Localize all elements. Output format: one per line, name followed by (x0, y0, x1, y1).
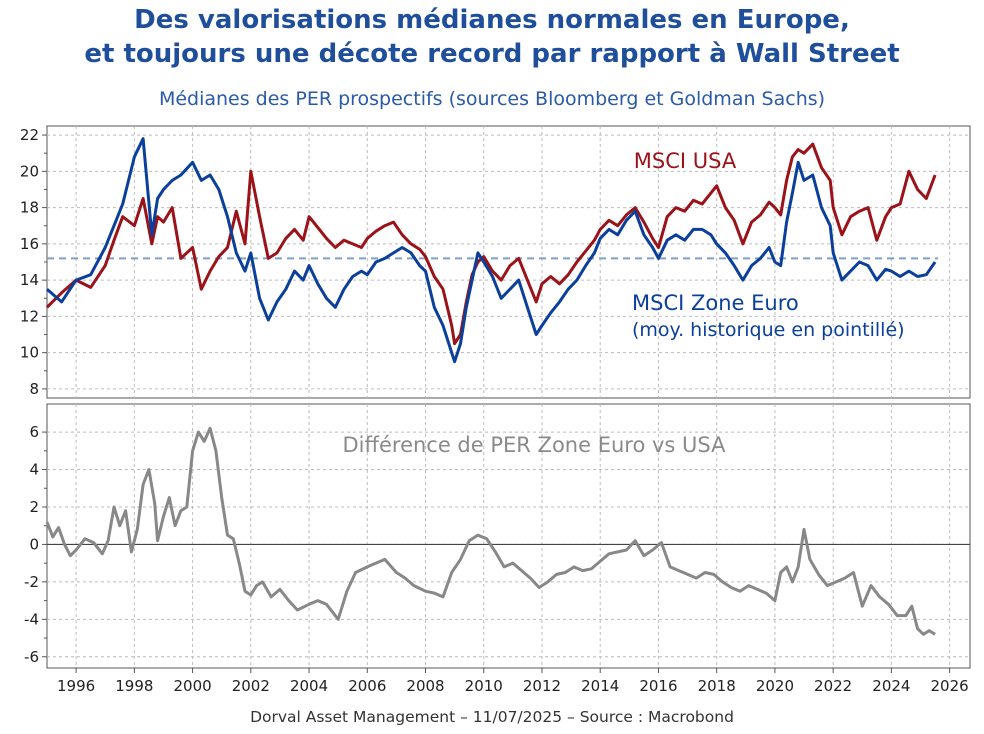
footer-source: Dorval Asset Management – 11/07/2025 – S… (250, 708, 734, 726)
top-panel: 8 10 12 14 16 18 20 22 MSCI USA MSCI Zone Euro (mo… (20, 125, 971, 399)
x-axis: 1996 1998 2000 2002 2004 2006 2008 2010 2012 2014… (57, 668, 969, 695)
top-ytick-label: 18 (20, 199, 39, 217)
top-ytick-label: 16 (20, 235, 39, 253)
difference-series-label: Différence de PER Zone Euro vs USA (343, 433, 727, 457)
xtick-label: 2026 (931, 677, 969, 695)
xtick-label: 1998 (115, 677, 153, 695)
bottom-panel: -6 -4 -2 0 2 4 6 Différence de PER Zone Euro vs… (24, 403, 971, 669)
xtick-label: 2006 (348, 677, 386, 695)
top-ytick-label: 20 (20, 162, 39, 180)
xtick-label: 2024 (872, 677, 910, 695)
chart-subtitle: Médianes des PER prospectifs (sources Bl… (158, 88, 826, 110)
top-ytick-label: 14 (20, 271, 39, 289)
usa-series-line (45, 142, 937, 346)
bottom-plot-frame (46, 403, 971, 669)
xtick-label: 2010 (465, 677, 503, 695)
difference-series-line (45, 426, 936, 636)
xtick-label: 2020 (756, 677, 794, 695)
xtick-label: 2014 (581, 677, 619, 695)
euro-series-line (46, 137, 937, 364)
top-ytick-label: 12 (20, 307, 39, 325)
euro-series-label: MSCI Zone Euro (632, 291, 799, 315)
xtick-label: 2022 (814, 677, 852, 695)
bottom-ytick-label: 0 (29, 535, 39, 553)
euro-average-note: (moy. historique en pointillé) (632, 319, 905, 341)
bottom-ytick-label: -2 (24, 573, 39, 591)
xtick-label: 2008 (406, 677, 444, 695)
xtick-label: 2012 (523, 677, 561, 695)
top-ytick-label: 8 (29, 380, 39, 398)
xtick-label: 1996 (57, 677, 95, 695)
top-plot-frame (46, 125, 971, 399)
chart-title-line-1: Des valorisations médianes normales en E… (134, 5, 850, 35)
top-ytick-label: 22 (20, 126, 39, 144)
bottom-ytick-label: 4 (29, 461, 39, 479)
bottom-ytick-label: -4 (24, 610, 39, 628)
xtick-label: 2018 (698, 677, 736, 695)
xtick-label: 2016 (639, 677, 677, 695)
usa-series-label: MSCI USA (634, 149, 737, 173)
top-ytick-label: 10 (20, 344, 39, 362)
bottom-ytick-label: 6 (29, 423, 39, 441)
xtick-label: 2004 (290, 677, 328, 695)
chart-title-line-2: et toujours une décote record par rappor… (84, 39, 900, 69)
bottom-ytick-label: -6 (24, 648, 39, 666)
xtick-label: 2002 (232, 677, 270, 695)
xtick-label: 2000 (173, 677, 211, 695)
bottom-ytick-label: 2 (29, 498, 39, 516)
